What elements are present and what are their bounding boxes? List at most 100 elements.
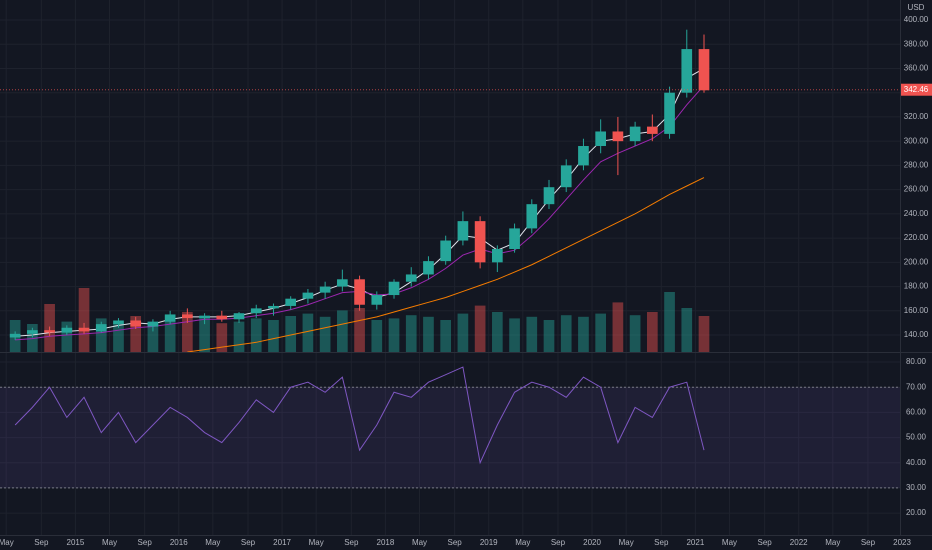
x-tick-label: Sep (757, 538, 772, 547)
volume-bar (61, 321, 73, 352)
x-tick-label: Sep (551, 538, 566, 547)
candle-body (388, 281, 400, 296)
volume-bar (354, 308, 365, 352)
x-tick-label: Sep (654, 538, 669, 547)
candle-body (95, 324, 107, 332)
volume-bar (130, 316, 142, 352)
x-tick-label: Sep (448, 538, 463, 547)
candle-body (268, 305, 279, 309)
volume-bar (147, 321, 159, 352)
volume-bar (182, 312, 193, 352)
x-tick-label: May (825, 538, 840, 547)
candle-body (423, 261, 434, 275)
candle-body (233, 313, 245, 320)
volume-bar (233, 321, 245, 352)
volume-bar (681, 308, 693, 352)
x-tick-label: 2020 (583, 538, 601, 547)
rsi-line (14, 366, 705, 465)
volume-bar (457, 313, 469, 352)
y-tick-label: 40.00 (906, 458, 927, 467)
volume-bar (250, 318, 262, 352)
y-tick-label: 280.00 (904, 161, 929, 170)
candle-body (595, 131, 607, 147)
moving-average (187, 177, 705, 352)
y-tick-label: 20.00 (906, 508, 927, 517)
volume-bar (113, 323, 124, 352)
volume-bar (595, 313, 607, 352)
y-tick-label: 380.00 (904, 39, 929, 48)
x-tick-label: 2018 (377, 538, 395, 547)
candle-body (354, 279, 365, 305)
volume-bar (629, 315, 641, 352)
volume-bar (285, 316, 297, 352)
candle-body (285, 298, 297, 306)
volume-bar (95, 318, 107, 352)
x-tick-label: May (722, 538, 737, 547)
x-tick-label: 2017 (273, 538, 291, 547)
volume-bar (560, 315, 572, 352)
candle-body (371, 295, 383, 305)
volume-bar (698, 316, 710, 352)
candle-body (664, 92, 675, 134)
candle-body (646, 126, 658, 134)
y-tick-label: 320.00 (904, 112, 929, 121)
candle-body (492, 249, 503, 263)
volume-bar (543, 320, 555, 352)
y-tick-label: 240.00 (904, 209, 929, 218)
x-tick-label: 2022 (790, 538, 808, 547)
volume-bar (268, 320, 279, 352)
candle-body (474, 221, 486, 263)
volume-bar (337, 310, 348, 352)
volume-bar (319, 316, 331, 352)
candle-body (405, 274, 417, 282)
last-price-label: 342.46 (904, 85, 929, 94)
y-tick-label: 200.00 (904, 257, 929, 266)
volume-bar (474, 305, 486, 352)
candle-body (182, 314, 193, 319)
volume-bar (664, 292, 675, 352)
candle-body (543, 187, 555, 205)
candle-body (302, 292, 314, 299)
candle-body (681, 49, 693, 93)
x-tick-label: 2015 (67, 538, 85, 547)
candle-body (130, 320, 142, 327)
volume-bar (440, 320, 452, 352)
x-tick-label: 2019 (480, 538, 498, 547)
y-tick-label: 140.00 (904, 330, 929, 339)
x-tick-label: Sep (138, 538, 153, 547)
candle-body (147, 321, 159, 327)
volume-bar (578, 316, 589, 352)
volume-bar (612, 302, 624, 352)
candle-body (27, 330, 38, 334)
y-tick-label: 50.00 (906, 433, 927, 442)
candle-body (698, 49, 710, 91)
volume-bar (388, 318, 400, 352)
x-tick-label: May (619, 538, 634, 547)
volume-bar (423, 316, 434, 352)
x-tick-label: May (205, 538, 220, 547)
candle-body (250, 308, 262, 314)
candle-body (216, 315, 228, 320)
candle-body (164, 314, 176, 322)
volume-bar (199, 316, 210, 352)
x-tick-label: 2023 (893, 538, 911, 547)
x-tick-label: May (309, 538, 324, 547)
candle-body (560, 165, 572, 188)
candle-body (440, 240, 452, 262)
last-price-tag (901, 83, 932, 96)
candle-body (612, 131, 624, 142)
x-tick-label: May (515, 538, 530, 547)
candle-body (337, 279, 348, 287)
volume-bar (27, 324, 38, 352)
x-tick-label: Sep (344, 538, 359, 547)
candle-body (61, 327, 73, 333)
x-tick-label: Sep (34, 538, 49, 547)
candle-body (78, 327, 90, 332)
volume-bar (526, 316, 538, 352)
volume-bar (509, 318, 520, 352)
x-tick-label: Sep (861, 538, 876, 547)
volume-bar (302, 313, 314, 352)
y-tick-label: 80.00 (906, 357, 927, 366)
y-tick-label: 300.00 (904, 136, 929, 145)
